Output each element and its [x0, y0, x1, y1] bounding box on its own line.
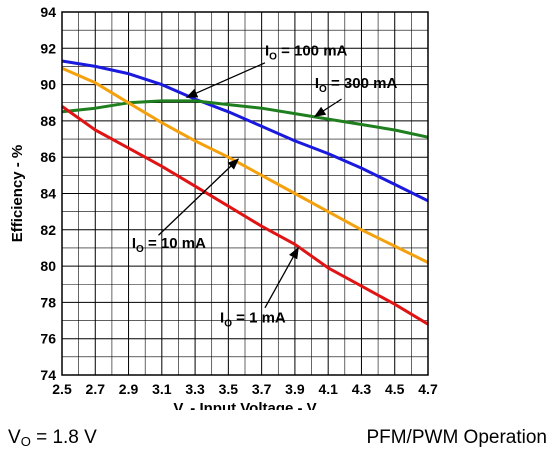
- series-label-value: = 300 mA: [327, 75, 398, 92]
- series-label-3: IO = 1 mA: [220, 309, 286, 329]
- output-voltage-sub: O: [20, 434, 31, 449]
- series-label-0: IO = 100 mA: [265, 43, 348, 63]
- annotation-arrow-0: [185, 62, 266, 98]
- annotation-arrow-2: [158, 158, 240, 236]
- y-tick-label-8: 90: [40, 77, 56, 93]
- x-tick-label-11: 4.7: [418, 381, 438, 397]
- series-label-sub: O: [224, 318, 232, 329]
- x-axis-label: VI - Input Voltage - V: [173, 400, 316, 410]
- annotation-arrow-1: [313, 98, 342, 117]
- y-tick-label-1: 76: [40, 331, 56, 347]
- x-tick-label-8: 4.1: [318, 381, 338, 397]
- x-tick-label-4: 3.3: [185, 381, 205, 397]
- output-voltage-value: = 1.8 V: [30, 427, 97, 448]
- y-tick-label-0: 74: [40, 367, 56, 383]
- series-label-sub: O: [136, 244, 144, 255]
- operation-mode-note: PFM/PWM Operation: [366, 427, 547, 448]
- x-tick-label-7: 3.9: [285, 381, 305, 397]
- y-tick-label-10: 94: [40, 4, 56, 20]
- x-axis-label-rest: - Input Voltage - V: [186, 400, 317, 410]
- series-label-sub: O: [269, 52, 277, 63]
- x-tick-labels: 2.5 2.7 2.9 3.1 3.3 3.5 3.7 3.9 4.1 4.3 4.5 4.7: [52, 381, 438, 397]
- annotation-arrows: [158, 62, 342, 309]
- y-tick-label-4: 82: [40, 222, 56, 238]
- annotation-arrow-3: [264, 246, 299, 309]
- efficiency-chart: 2.5 2.7 2.9 3.1 3.3 3.5 3.7 3.9 4.1 4.3 4.5 4.7 747…: [9, 4, 438, 410]
- output-voltage-note: VO = 1.8 V: [8, 427, 97, 449]
- y-tick-labels: 74 76 78 80 82 84 86 88 90 92 94: [40, 4, 56, 383]
- y-axis-label: Efficiency - %: [9, 145, 26, 243]
- x-tick-label-6: 3.7: [252, 381, 272, 397]
- series-line-2: [61, 66, 429, 264]
- y-tick-label-9: 92: [40, 40, 56, 56]
- plot-frame: [61, 11, 429, 376]
- series-line-1: [61, 99, 429, 139]
- series-label-1: IO = 300 mA: [315, 75, 398, 95]
- series-layer: [61, 59, 429, 326]
- y-tick-label-5: 84: [40, 186, 56, 202]
- series-label-main: I: [220, 309, 224, 326]
- series-label-main: I: [265, 43, 269, 60]
- x-tick-label-2: 2.9: [119, 381, 139, 397]
- x-axis-label-main: V: [173, 400, 183, 410]
- x-axis-label-sub: I: [183, 409, 186, 410]
- x-tick-label-5: 3.5: [219, 381, 239, 397]
- series-label-2: IO = 10 mA: [132, 235, 206, 255]
- x-tick-label-10: 4.5: [385, 381, 405, 397]
- x-tick-label-9: 4.3: [352, 381, 372, 397]
- y-tick-label-2: 78: [40, 294, 56, 310]
- y-tick-label-3: 80: [40, 258, 56, 274]
- series-label-value: = 10 mA: [144, 235, 206, 252]
- x-tick-label-1: 2.7: [86, 381, 106, 397]
- series-label-value: = 1 mA: [232, 309, 286, 326]
- y-tick-label-6: 86: [40, 149, 56, 165]
- series-line-3: [61, 105, 429, 326]
- series-label-value: = 100 mA: [277, 43, 348, 60]
- x-tick-label-0: 2.5: [52, 381, 72, 397]
- x-tick-label-3: 3.1: [152, 381, 172, 397]
- output-voltage-main: V: [8, 427, 21, 448]
- y-tick-label-7: 88: [40, 113, 56, 129]
- series-line-0: [61, 59, 429, 203]
- series-label-main: I: [132, 235, 136, 252]
- series-label-sub: O: [319, 84, 327, 95]
- series-label-main: I: [315, 75, 319, 92]
